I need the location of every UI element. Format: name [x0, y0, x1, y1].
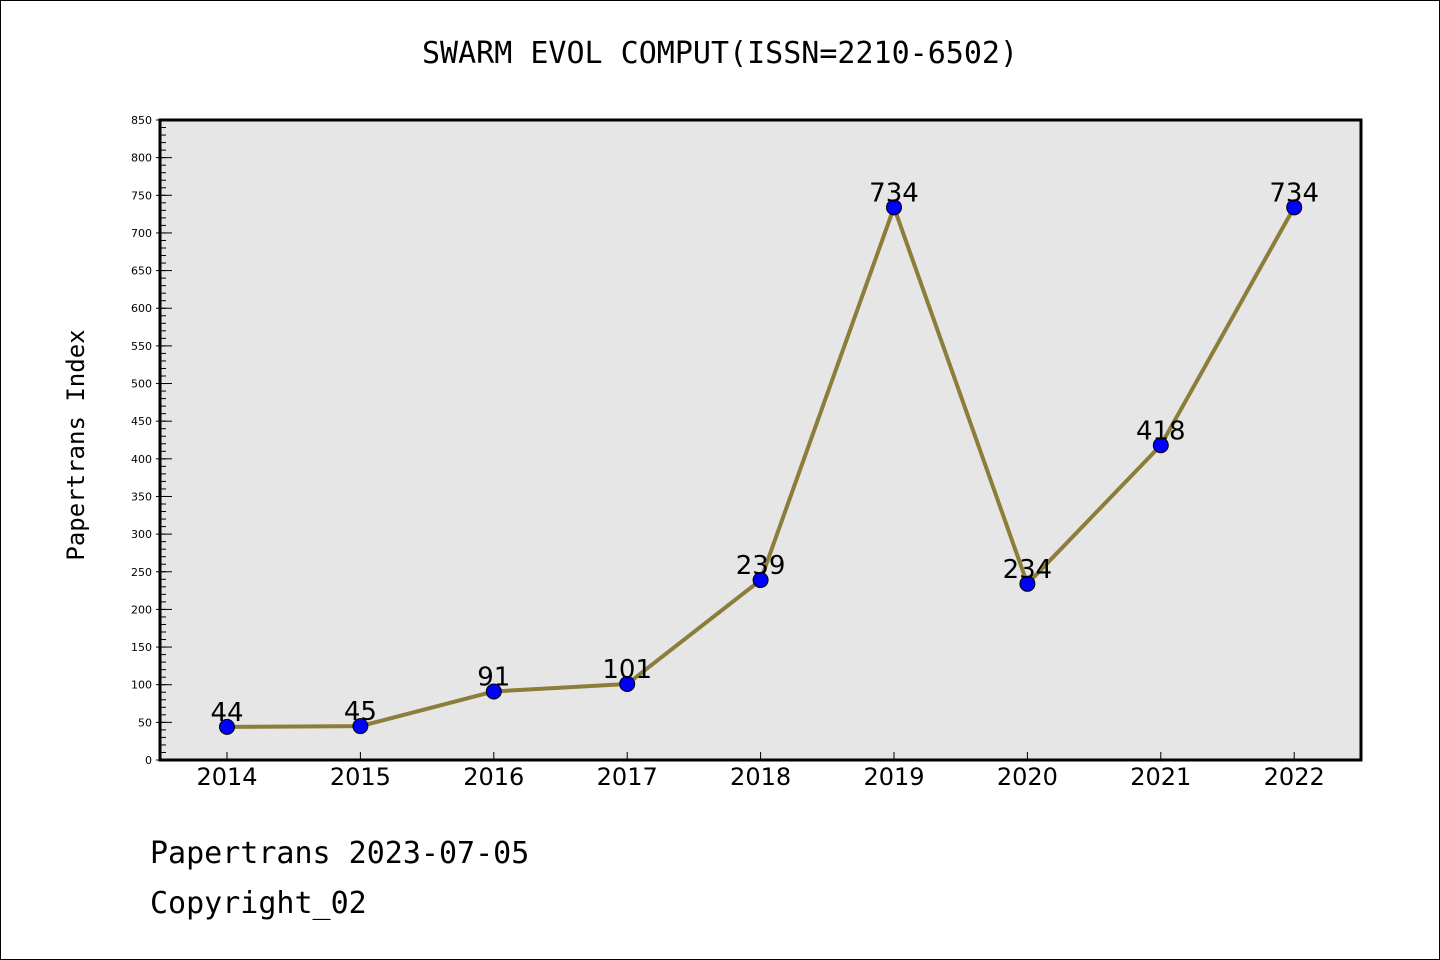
y-tick-label: 0: [145, 754, 152, 767]
data-point: [752, 572, 769, 589]
data-point: [886, 199, 902, 216]
data-point: [1019, 575, 1036, 592]
data-point: [1286, 199, 1303, 216]
data-label: 45: [344, 697, 377, 727]
data-point: [485, 683, 502, 700]
y-tick-label: 350: [131, 490, 152, 503]
x-tick-label: 2019: [863, 763, 924, 791]
data-point: [352, 718, 369, 735]
data-label: 734: [1269, 178, 1319, 208]
x-tick-label: 2020: [997, 763, 1058, 791]
y-tick-label: 850: [131, 114, 152, 127]
y-tick-label: 600: [131, 302, 152, 315]
data-label: 91: [477, 662, 510, 692]
data-label: 101: [602, 655, 652, 685]
y-tick-label: 50: [138, 716, 152, 729]
y-tick-label: 700: [131, 227, 152, 240]
data-label: 734: [869, 178, 919, 208]
data-label: 418: [1136, 416, 1186, 446]
y-tick-label: 200: [131, 603, 152, 616]
y-tick-label: 250: [131, 566, 152, 579]
y-tick-label: 750: [131, 189, 152, 202]
y-tick-label: 650: [131, 265, 152, 278]
data-point: [219, 718, 235, 735]
data-point: [619, 675, 636, 692]
data-label: 44: [210, 698, 243, 728]
x-tick-label: 2016: [463, 763, 524, 791]
x-tick-label: 2017: [597, 763, 658, 791]
x-tick-label: 2018: [730, 763, 791, 791]
footer-copyright: Copyright_02: [150, 886, 367, 921]
y-tick-label: 300: [131, 528, 152, 541]
data-label: 239: [736, 551, 786, 581]
y-axis-label: Papertrans Index: [62, 329, 90, 560]
footer-date: Papertrans 2023-07-05: [150, 836, 530, 871]
y-tick-label: 100: [131, 679, 152, 692]
x-tick-label: 2022: [1264, 763, 1325, 791]
plot-border: [158, 118, 1363, 762]
y-tick-label: 550: [131, 340, 152, 353]
x-tick-label: 2015: [330, 763, 391, 791]
y-tick-label: 150: [131, 641, 152, 654]
x-tick-label: 2021: [1130, 763, 1191, 791]
x-tick-label: 2014: [196, 763, 257, 791]
y-tick-label: 400: [131, 453, 152, 466]
y-tick-label: 500: [131, 378, 152, 391]
y-tick-label: 450: [131, 415, 152, 428]
data-point: [1152, 437, 1169, 454]
y-tick-label: 800: [131, 152, 152, 165]
data-label: 234: [1003, 555, 1053, 585]
chart-title: SWARM EVOL COMPUT(ISSN=2210-6502): [421, 36, 1019, 71]
